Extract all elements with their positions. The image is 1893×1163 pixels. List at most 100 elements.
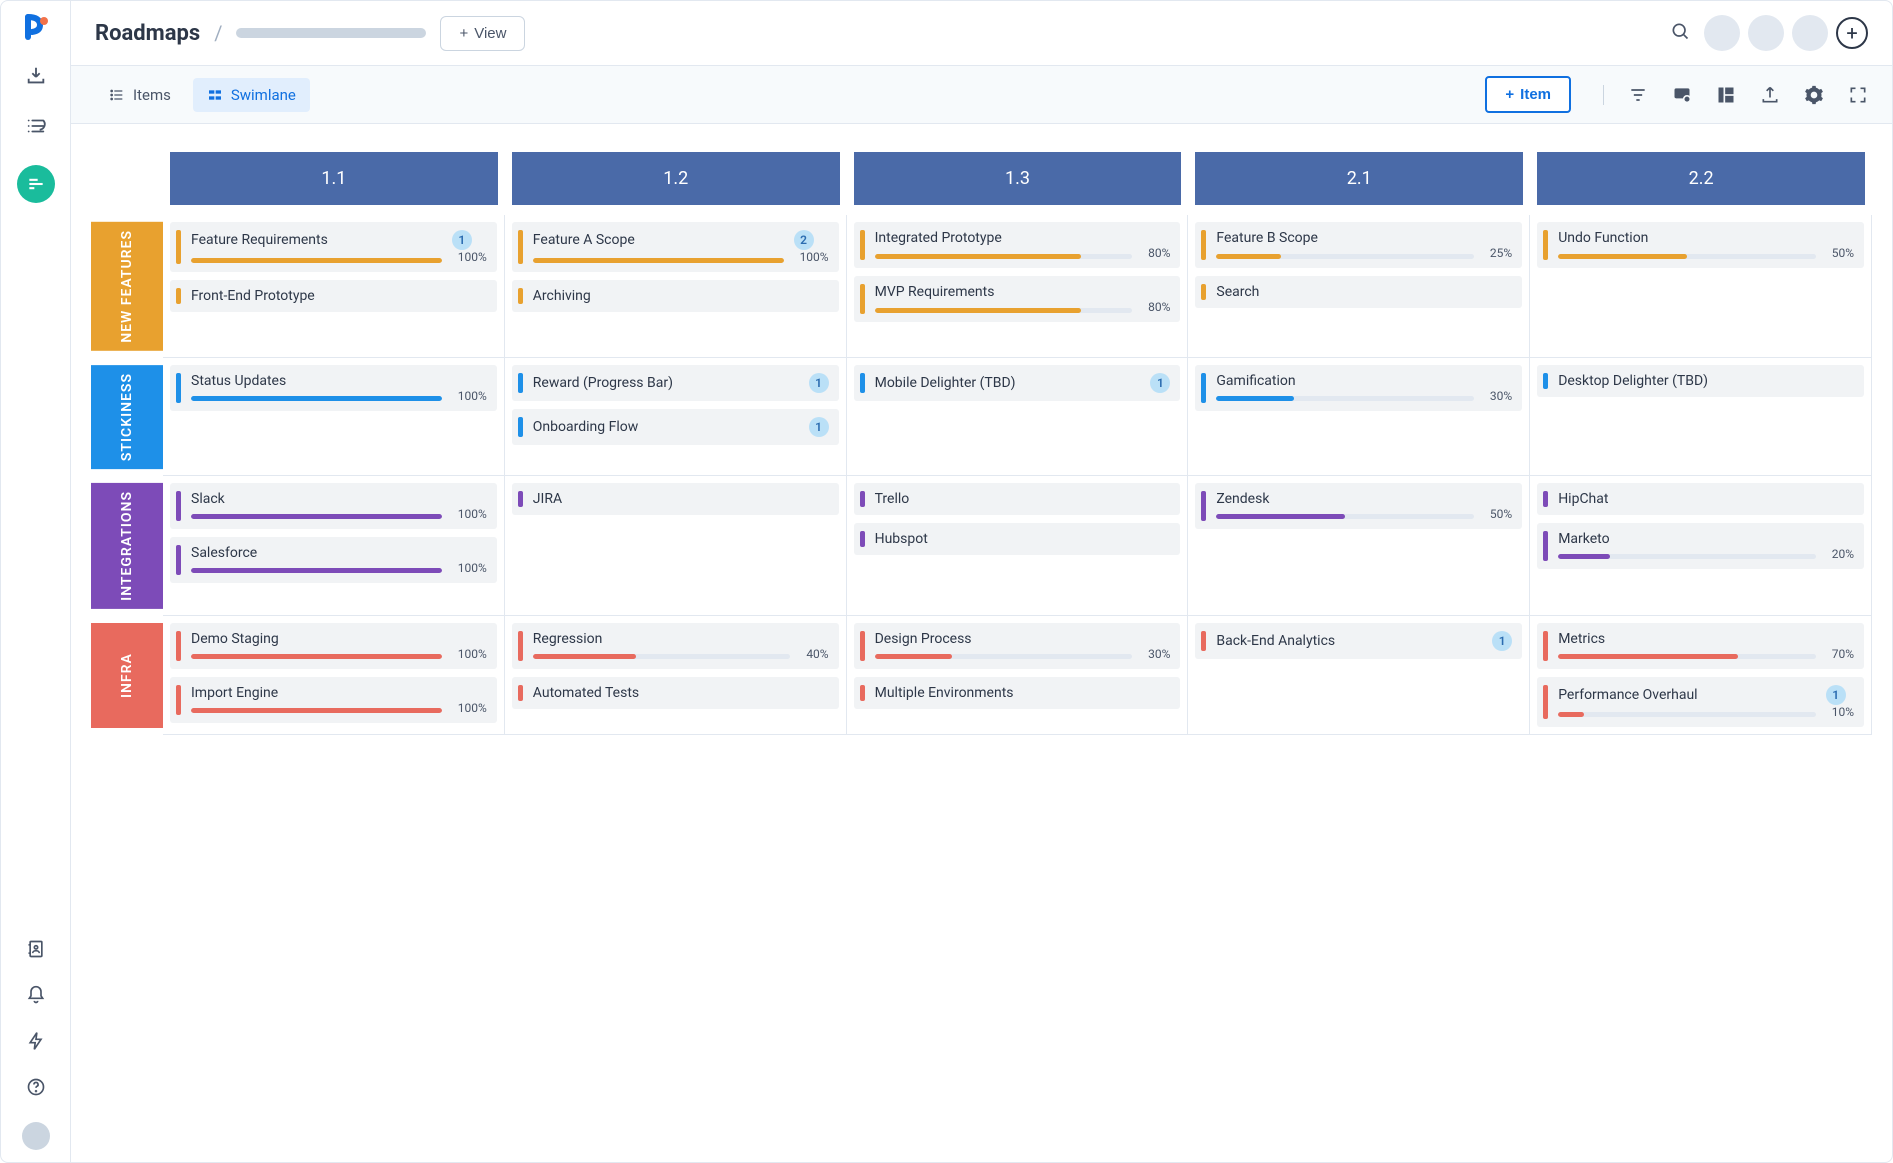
user-avatar-small[interactable] <box>22 1122 50 1150</box>
swimlane-cell[interactable]: Integrated Prototype80% MVP Requirements8… <box>847 215 1189 358</box>
swimlane-cell[interactable]: Undo Function50% <box>1530 215 1872 358</box>
swimlane-cell[interactable]: Gamification30% <box>1188 358 1530 476</box>
roadmap-card[interactable]: Multiple Environments <box>854 677 1181 709</box>
roadmap-card[interactable]: Gamification30% <box>1195 365 1522 411</box>
list-icon <box>109 87 125 103</box>
roadmap-card[interactable]: Salesforce100% <box>170 537 497 583</box>
roadmap-card[interactable]: Automated Tests <box>512 677 839 709</box>
swimlane-cell[interactable]: Status Updates100% <box>163 358 505 476</box>
search-icon[interactable] <box>1664 15 1696 51</box>
export-icon[interactable] <box>1760 85 1780 105</box>
roadmap-card[interactable]: Slack100% <box>170 483 497 529</box>
logo[interactable] <box>22 13 50 41</box>
roadmap-card[interactable]: Integrated Prototype80% <box>854 222 1181 268</box>
contacts-icon[interactable] <box>25 938 47 960</box>
roadmap-card[interactable]: Feature Requirements1100% <box>170 222 497 272</box>
swimlane-cell[interactable]: Desktop Delighter (TBD) <box>1530 358 1872 476</box>
swimlane-cell[interactable]: Feature Requirements1100% Front-End Proto… <box>163 215 505 358</box>
add-item-button[interactable]: + Item <box>1485 76 1571 113</box>
card-title: Status Updates <box>191 373 442 389</box>
swimlane-cell[interactable]: Demo Staging100% Import Engine100% <box>163 616 505 735</box>
card-title: Reward (Progress Bar) <box>533 375 799 391</box>
swimlane-cell[interactable]: Feature B Scope25% Search <box>1188 215 1530 358</box>
card-progress <box>875 254 1133 259</box>
help-icon[interactable] <box>25 1076 47 1098</box>
roadmap-card[interactable]: Regression40% <box>512 623 839 669</box>
avatar-2[interactable] <box>1748 15 1784 51</box>
roadmap-card[interactable]: Hubspot <box>854 523 1181 555</box>
filter-icon[interactable] <box>1628 85 1648 105</box>
backlog-icon[interactable] <box>25 115 47 137</box>
roadmap-card[interactable]: Zendesk50% <box>1195 483 1522 529</box>
roadmap-card[interactable]: Onboarding Flow1 <box>512 409 839 445</box>
roadmap-card[interactable]: Archiving <box>512 280 839 312</box>
roadmap-card[interactable]: Desktop Delighter (TBD) <box>1537 365 1864 397</box>
swimlane-cell[interactable]: Reward (Progress Bar)1Onboarding Flow1 <box>505 358 847 476</box>
notifications-icon[interactable] <box>25 984 47 1006</box>
roadmap-card[interactable]: Performance Overhaul110% <box>1537 677 1864 727</box>
card-color-bar <box>860 373 865 393</box>
roadmap-card[interactable]: Feature B Scope25% <box>1195 222 1522 268</box>
roadmap-card[interactable]: Demo Staging100% <box>170 623 497 669</box>
swimlane-cell[interactable]: Feature A Scope2100% Archiving <box>505 215 847 358</box>
roadmap-icon[interactable] <box>17 165 55 203</box>
column-header[interactable]: 2.1 <box>1195 152 1523 205</box>
bolt-icon[interactable] <box>25 1030 47 1052</box>
tab-swimlane[interactable]: Swimlane <box>193 78 310 112</box>
column-header[interactable]: 2.2 <box>1537 152 1865 205</box>
card-title: Front-End Prototype <box>191 288 477 304</box>
link-icon[interactable] <box>1672 85 1692 105</box>
column-header[interactable]: 1.2 <box>512 152 840 205</box>
lane-header-new_features[interactable]: NEW FEATURES <box>91 222 163 351</box>
inbox-icon[interactable] <box>25 65 47 87</box>
add-view-button[interactable]: + View <box>440 16 525 51</box>
roadmap-card[interactable]: JIRA <box>512 483 839 515</box>
lane-header-stickiness[interactable]: STICKINESS <box>91 365 163 469</box>
lane-header-integrations[interactable]: INTEGRATIONS <box>91 483 163 609</box>
roadmap-card[interactable]: Metrics70% <box>1537 623 1864 669</box>
roadmap-card[interactable]: Trello <box>854 483 1181 515</box>
gear-icon[interactable] <box>1804 85 1824 105</box>
card-title: Performance Overhaul <box>1558 687 1816 703</box>
swimlane-cell[interactable]: HipChat Marketo20% <box>1530 476 1872 616</box>
roadmap-card[interactable]: MVP Requirements80% <box>854 276 1181 322</box>
avatar-1[interactable] <box>1704 15 1740 51</box>
add-view-label: View <box>474 25 506 42</box>
lane-header-infra[interactable]: INFRA <box>91 623 163 728</box>
swimlane-cell[interactable]: Regression40% Automated Tests <box>505 616 847 735</box>
swimlane-cell[interactable]: Design Process30% Multiple Environments <box>847 616 1189 735</box>
card-progress <box>191 514 442 519</box>
column-header[interactable]: 1.1 <box>170 152 498 205</box>
card-badge: 1 <box>809 417 829 437</box>
nav-secondary <box>22 938 50 1150</box>
roadmap-card[interactable]: Search <box>1195 276 1522 308</box>
swimlane-cell[interactable]: Slack100% Salesforce100% <box>163 476 505 616</box>
swimlane-cell[interactable]: Metrics70%Performance Overhaul110% <box>1530 616 1872 735</box>
swimlane-cell[interactable]: JIRA <box>505 476 847 616</box>
roadmap-card[interactable]: Marketo20% <box>1537 523 1864 569</box>
roadmap-card[interactable]: Status Updates100% <box>170 365 497 411</box>
swimlane-cell[interactable]: Mobile Delighter (TBD)1 <box>847 358 1189 476</box>
roadmap-card[interactable]: Mobile Delighter (TBD)1 <box>854 365 1181 401</box>
roadmap-card[interactable]: Back-End Analytics1 <box>1195 623 1522 659</box>
card-color-bar <box>1201 373 1206 403</box>
add-member-button[interactable]: + <box>1836 17 1868 49</box>
card-badge: 1 <box>1826 685 1846 705</box>
roadmap-card[interactable]: Front-End Prototype <box>170 280 497 312</box>
roadmap-card[interactable]: Import Engine100% <box>170 677 497 723</box>
card-color-bar <box>518 685 523 701</box>
swimlane-cell[interactable]: Zendesk50% <box>1188 476 1530 616</box>
fullscreen-icon[interactable] <box>1848 85 1868 105</box>
roadmap-card[interactable]: Undo Function50% <box>1537 222 1864 268</box>
roadmap-card[interactable]: Reward (Progress Bar)1 <box>512 365 839 401</box>
swimlane-cell[interactable]: Back-End Analytics1 <box>1188 616 1530 735</box>
tab-items[interactable]: Items <box>95 78 185 112</box>
roadmap-card[interactable]: HipChat <box>1537 483 1864 515</box>
column-header[interactable]: 1.3 <box>854 152 1182 205</box>
swimlane-cell[interactable]: Trello Hubspot <box>847 476 1189 616</box>
card-title: HipChat <box>1558 491 1844 507</box>
roadmap-card[interactable]: Feature A Scope2100% <box>512 222 839 272</box>
avatar-3[interactable] <box>1792 15 1828 51</box>
layout-icon[interactable] <box>1716 85 1736 105</box>
roadmap-card[interactable]: Design Process30% <box>854 623 1181 669</box>
